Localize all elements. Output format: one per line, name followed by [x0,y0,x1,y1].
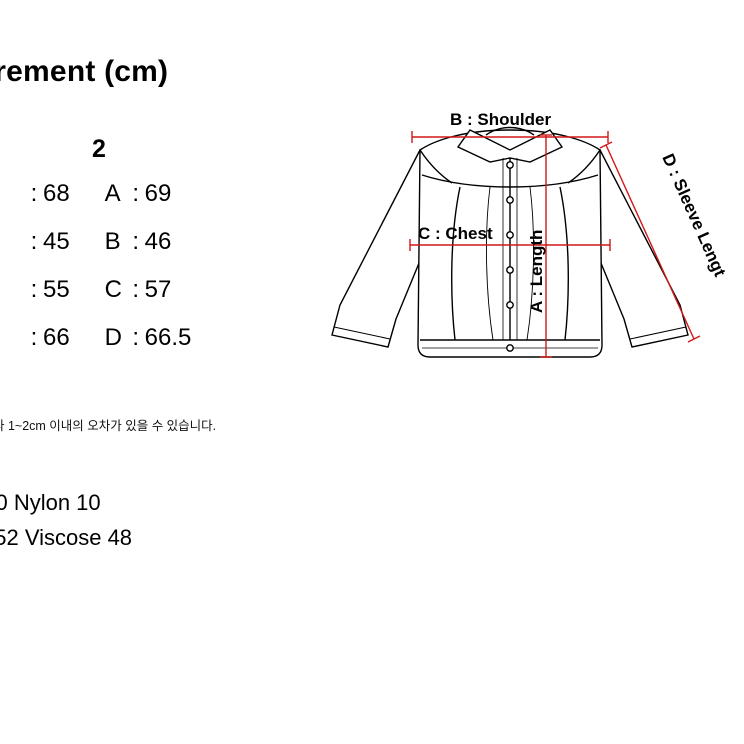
meas-row-a: :68 A:69 [0,180,171,208]
label-d-sleeve: D : Sleeve Lengt [658,151,729,280]
size-2-header: 2 [92,135,106,164]
fabric-line-1: ol 90 Nylon 10 [0,490,101,516]
meas-row-b: :45 B:46 [0,228,171,256]
label-b-shoulder: B : Shoulder [450,110,551,129]
meas-row-d: :66 D:66.5 [0,324,191,352]
page-title: asurement (cm) [0,55,168,89]
meas-row-c: :55 C:57 [0,276,171,304]
label-c-chest: C : Chest [418,224,493,243]
label-a-length: A : Length [527,230,546,313]
tolerance-note: 법에 따라 1~2cm 이내의 오차가 있을 수 있습니다. [0,415,216,434]
jacket-diagram: B : Shoulder C : Chest A : Length D : Sl… [300,95,744,410]
measurement-spec-page: asurement (cm) 2 :68 A:69 :45 B:46 :55 C… [0,0,744,744]
fabric-line-2: oly 52 Viscose 48 [0,525,132,551]
